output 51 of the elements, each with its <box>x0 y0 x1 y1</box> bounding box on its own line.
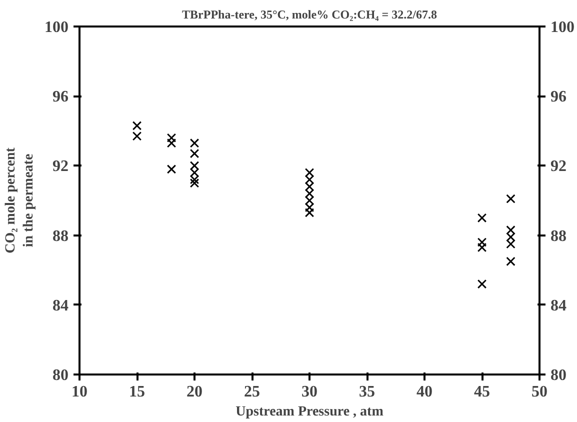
x-tick-label: 45 <box>474 384 490 400</box>
y2-tick-label: 88 <box>550 228 566 245</box>
x-tick-label: 50 <box>532 384 548 400</box>
point <box>190 161 200 170</box>
x-tick-label: 20 <box>186 384 202 400</box>
y-tick-label: 92 <box>52 158 68 176</box>
point <box>477 213 487 223</box>
point <box>190 168 200 178</box>
point <box>166 164 176 174</box>
point <box>506 232 516 242</box>
y2-tick-label: 92 <box>550 158 566 176</box>
y-tick-label: 80 <box>52 367 68 384</box>
x-tick-label: 40 <box>416 384 432 400</box>
point <box>506 239 516 249</box>
x-tick-label: 10 <box>72 384 88 400</box>
point <box>304 182 314 192</box>
y2-tick-label: 96 <box>550 88 566 106</box>
x-tick-label: 25 <box>244 384 260 400</box>
x-tick-label: 15 <box>129 384 145 400</box>
point <box>166 133 176 142</box>
point <box>166 138 176 148</box>
y2-tick-label: 84 <box>550 297 566 314</box>
point <box>477 242 487 252</box>
point <box>190 138 200 148</box>
point <box>506 194 516 204</box>
point <box>477 238 487 247</box>
x-tick-label: 30 <box>302 384 318 400</box>
point <box>304 174 314 184</box>
y2-tick-label: 80 <box>550 367 566 384</box>
point <box>304 208 314 218</box>
point <box>190 178 200 188</box>
point <box>304 188 314 198</box>
point <box>190 174 200 184</box>
point <box>132 131 142 141</box>
point <box>477 279 487 289</box>
chart-title: TBrPPha-tere, 35°C, mole% CO₂:CH₄ = 32.2/67.8 <box>182 8 437 22</box>
x-tick-label: 35 <box>359 384 375 400</box>
point <box>506 256 516 266</box>
y-tick-label: 84 <box>52 297 68 314</box>
y-tick-label: 88 <box>52 228 68 245</box>
point <box>304 202 314 212</box>
y2-tick-label: 100 <box>550 19 574 36</box>
point <box>506 225 516 235</box>
y-axis-title: CO₂ mole percent in the permeate <box>4 147 36 254</box>
point <box>190 148 200 158</box>
point <box>304 168 314 178</box>
x-axis-title: Upstream Pressure , atm <box>236 404 384 420</box>
y-tick-label: 100 <box>44 19 68 36</box>
point <box>132 121 142 130</box>
y-tick-label: 96 <box>52 88 68 106</box>
point <box>304 196 314 206</box>
